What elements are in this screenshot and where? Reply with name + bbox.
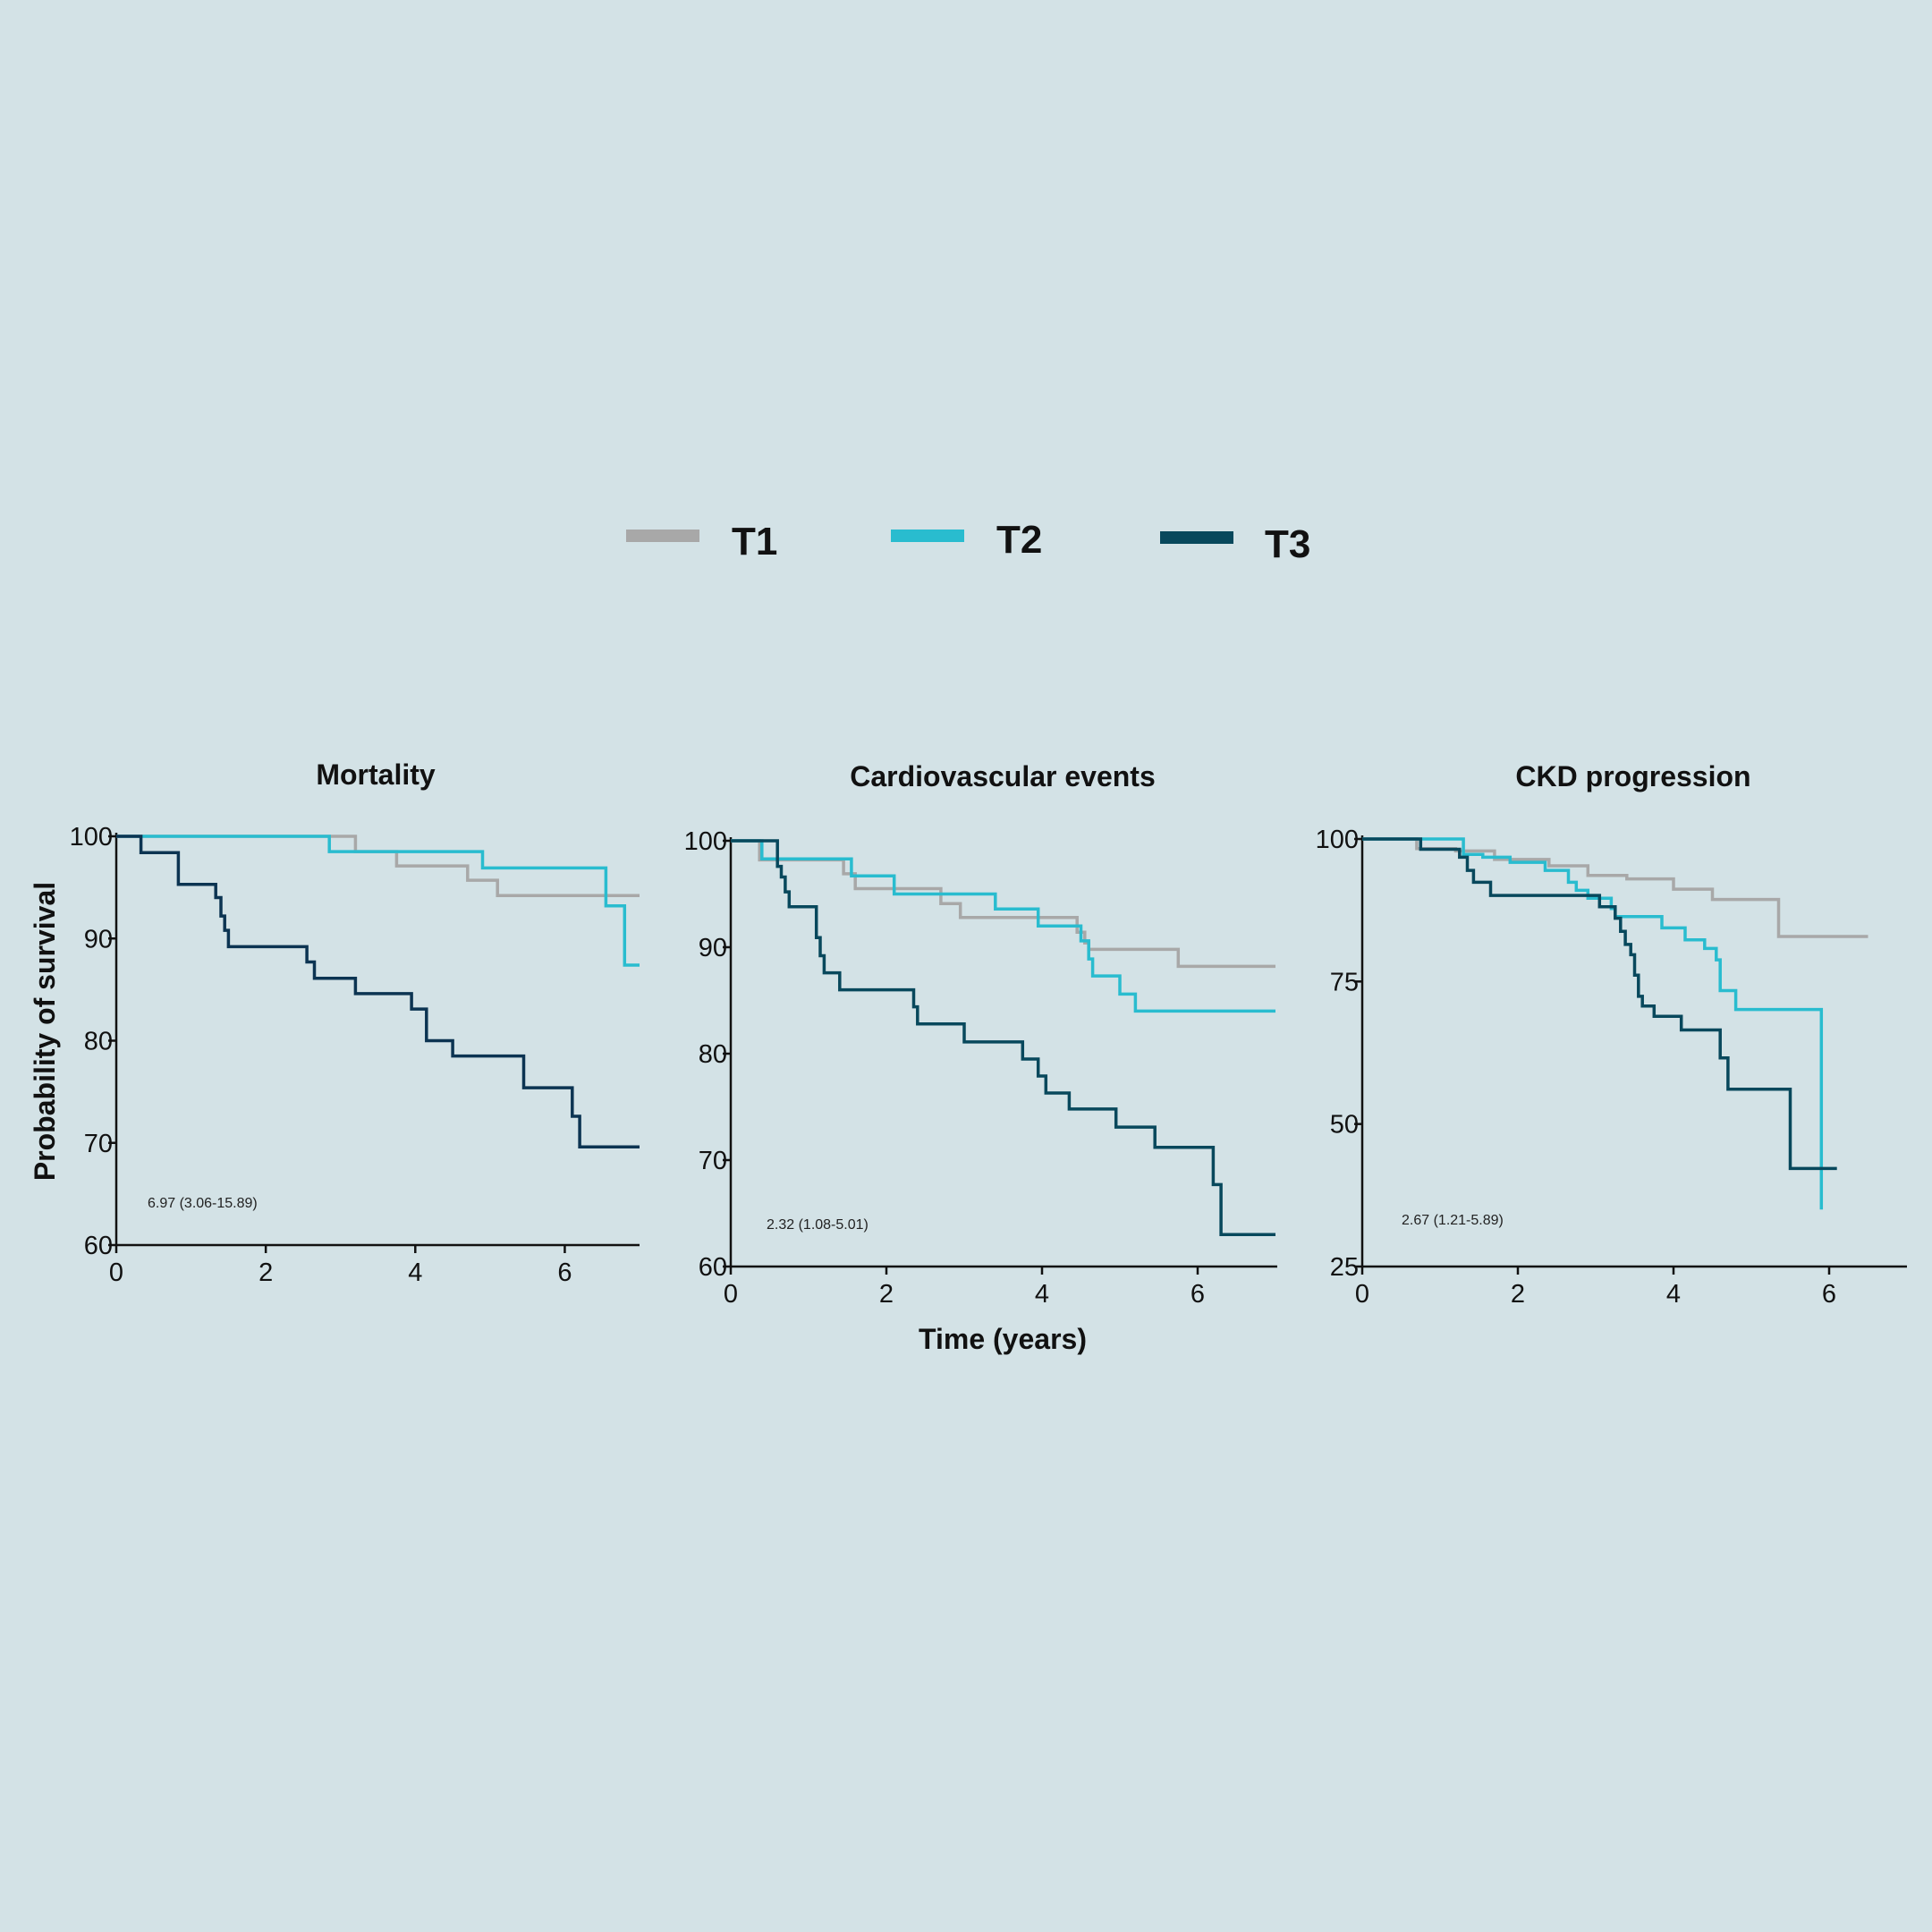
hazard-ratio-note-mortality: 6.97 (3.06-15.89) xyxy=(148,1196,258,1211)
legend-swatch-t1 xyxy=(626,530,699,542)
x-tick-label-cardiovascular: 2 xyxy=(879,1280,894,1309)
ckd-panel: CKD progression 2.67 (1.21-5.89) 25 50 75 1… xyxy=(1316,760,1907,1309)
y-tick-label-mortality: 80 xyxy=(84,1028,113,1056)
y-tick-label-ckd: 25 xyxy=(1330,1253,1359,1282)
x-tick-label-cardiovascular: 0 xyxy=(724,1280,738,1309)
legend-swatch-t2 xyxy=(891,530,964,542)
legend-item-t2: T2 xyxy=(891,518,1042,562)
x-tick-label-cardiovascular: 4 xyxy=(1035,1280,1049,1309)
y-tick-label-mortality: 90 xyxy=(84,925,113,953)
y-tick-label-ckd: 100 xyxy=(1316,826,1359,854)
legend-item-t1: T1 xyxy=(626,520,777,564)
cardiovascular-panel: Cardiovascular events 2.32 (1.08-5.01) 6… xyxy=(684,760,1277,1309)
y-tick-label-mortality: 60 xyxy=(84,1232,113,1260)
x-tick-label-mortality: 4 xyxy=(408,1258,422,1287)
survival-curve-t1-ckd xyxy=(1362,837,1868,938)
x-tick-label-ckd: 2 xyxy=(1511,1280,1525,1309)
x-tick-label-cardiovascular: 6 xyxy=(1191,1280,1205,1309)
panel-title-ckd: CKD progression xyxy=(1515,760,1750,792)
legend-label-t1: T1 xyxy=(732,520,777,564)
survival-curve-t3-mortality xyxy=(116,835,640,1149)
y-tick-label-cardiovascular: 90 xyxy=(699,934,727,962)
x-tick-label-mortality: 2 xyxy=(258,1258,273,1287)
legend-swatch-t3 xyxy=(1160,531,1233,544)
legend-label-t3: T3 xyxy=(1265,522,1310,566)
x-tick-label-ckd: 4 xyxy=(1666,1280,1681,1309)
y-tick-label-mortality: 70 xyxy=(84,1130,113,1158)
y-tick-label-cardiovascular: 100 xyxy=(684,827,727,856)
y-tick-label-mortality: 100 xyxy=(70,823,113,852)
y-tick-label-ckd: 75 xyxy=(1330,968,1359,996)
hazard-ratio-note-cardiovascular: 2.32 (1.08-5.01) xyxy=(767,1217,869,1233)
survival-curve-t2-mortality xyxy=(116,835,640,967)
panel-title-mortality: Mortality xyxy=(316,758,436,791)
panel-title-cardiovascular: Cardiovascular events xyxy=(850,760,1156,792)
mortality-panel: Mortality 6.97 (3.06-15.89) 60 70 80 90 100 0… xyxy=(70,758,640,1287)
x-tick-label-ckd: 6 xyxy=(1822,1280,1836,1309)
x-axis-title: Time (years) xyxy=(919,1323,1087,1355)
x-tick-label-mortality: 6 xyxy=(557,1258,572,1287)
x-tick-label-mortality: 0 xyxy=(109,1258,123,1287)
legend-label-t2: T2 xyxy=(996,518,1042,562)
y-tick-label-cardiovascular: 60 xyxy=(699,1253,727,1282)
survival-curve-t3-cardiovascular xyxy=(731,839,1275,1237)
x-tick-label-ckd: 0 xyxy=(1355,1280,1369,1309)
hazard-ratio-note-ckd: 2.67 (1.21-5.89) xyxy=(1402,1213,1504,1228)
survival-curve-t1-mortality xyxy=(116,835,640,898)
survival-curve-t3-ckd xyxy=(1362,837,1837,1171)
legend: T1 T2 T3 xyxy=(626,518,1310,566)
y-tick-label-cardiovascular: 80 xyxy=(699,1040,727,1069)
y-tick-label-ckd: 50 xyxy=(1330,1111,1359,1140)
survival-curve-t2-ckd xyxy=(1362,837,1824,1210)
legend-item-t3: T3 xyxy=(1160,522,1310,566)
y-tick-label-cardiovascular: 70 xyxy=(699,1147,727,1175)
y-axis-title: Probability of survival xyxy=(29,882,61,1181)
survival-curve-t2-cardiovascular xyxy=(731,839,1275,1013)
